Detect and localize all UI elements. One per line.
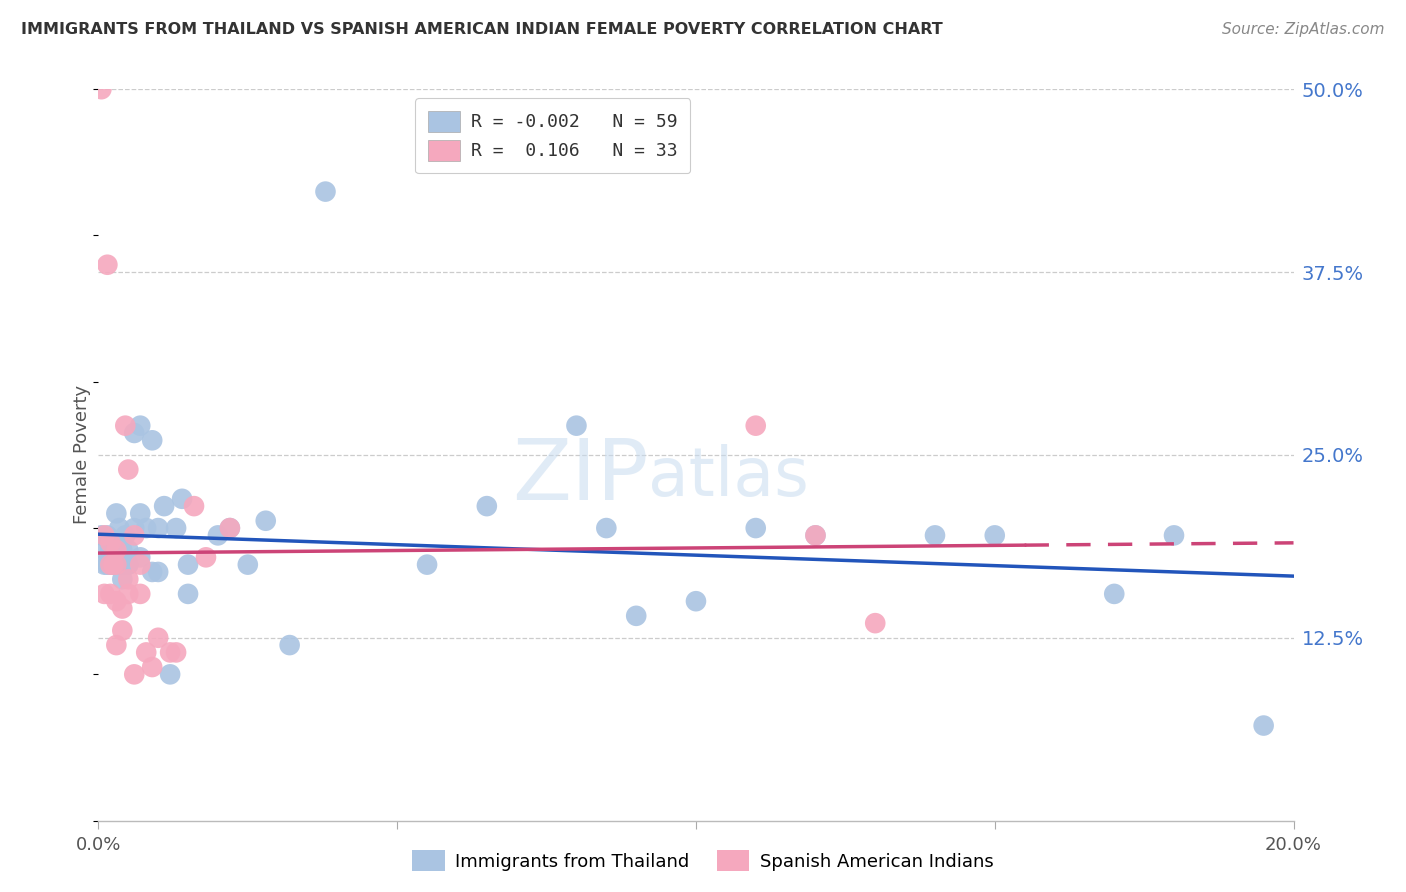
Point (141, 434, 163, 448)
Point (124, 667, 146, 681)
Point (96, 558, 118, 572)
Point (1253, 718, 1275, 732)
Point (108, 521, 131, 535)
Text: ZIP: ZIP (512, 435, 648, 518)
Point (148, 521, 170, 535)
Point (129, 558, 152, 572)
Point (105, 507, 128, 521)
Point (117, 587, 139, 601)
Point (165, 645, 187, 659)
Point (153, 499, 176, 513)
Point (745, 521, 768, 535)
Point (117, 572, 139, 586)
Point (117, 558, 139, 572)
Text: atlas: atlas (648, 444, 808, 510)
Point (135, 521, 157, 535)
Point (111, 543, 134, 558)
Point (129, 550, 152, 565)
Point (100, 558, 122, 572)
Point (105, 535, 128, 549)
Point (565, 418, 588, 433)
Point (100, 535, 122, 549)
Point (90, 528, 112, 542)
Point (595, 521, 617, 535)
Point (177, 558, 200, 572)
Point (159, 645, 181, 659)
Point (1104, 587, 1126, 601)
Point (100, 558, 122, 572)
Point (103, 558, 125, 572)
Point (114, 418, 136, 433)
Point (172, 491, 194, 506)
Y-axis label: Female Poverty: Female Poverty (73, 385, 91, 524)
Point (117, 462, 139, 476)
Point (207, 528, 229, 542)
Point (141, 565, 163, 579)
Point (159, 667, 181, 681)
Point (685, 594, 707, 608)
Point (124, 425, 146, 440)
Point (278, 638, 301, 652)
Point (804, 528, 827, 542)
Point (111, 558, 134, 572)
Point (124, 521, 146, 535)
Point (111, 572, 134, 586)
Point (416, 558, 439, 572)
Point (93, 543, 115, 558)
Point (141, 660, 163, 674)
Point (105, 558, 128, 572)
Point (129, 587, 152, 601)
Point (100, 543, 122, 558)
Text: Source: ZipAtlas.com: Source: ZipAtlas.com (1222, 22, 1385, 37)
Point (108, 558, 131, 572)
Point (103, 543, 125, 558)
Point (219, 521, 242, 535)
Point (105, 638, 128, 652)
Point (100, 543, 122, 558)
Point (103, 558, 125, 572)
Point (117, 543, 139, 558)
Point (745, 418, 768, 433)
Point (924, 528, 946, 542)
Point (236, 558, 259, 572)
Point (114, 528, 136, 542)
Point (111, 601, 134, 615)
Point (96, 258, 118, 272)
Point (100, 587, 122, 601)
Point (1163, 528, 1185, 542)
Point (135, 645, 157, 659)
Point (984, 528, 1007, 542)
Point (148, 631, 170, 645)
Point (177, 587, 200, 601)
Point (148, 565, 170, 579)
Point (111, 624, 134, 638)
Point (129, 507, 152, 521)
Point (93, 558, 115, 572)
Point (105, 558, 128, 572)
Point (865, 616, 887, 631)
Point (195, 550, 218, 565)
Point (315, 185, 337, 199)
Point (117, 558, 139, 572)
Point (475, 499, 498, 513)
Legend: R = -0.002   N = 59, R =  0.106   N = 33: R = -0.002 N = 59, R = 0.106 N = 33 (415, 98, 690, 173)
Text: IMMIGRANTS FROM THAILAND VS SPANISH AMERICAN INDIAN FEMALE POVERTY CORRELATION C: IMMIGRANTS FROM THAILAND VS SPANISH AMER… (21, 22, 943, 37)
Point (165, 521, 187, 535)
Point (105, 543, 128, 558)
Legend: Immigrants from Thailand, Spanish American Indians: Immigrants from Thailand, Spanish Americ… (405, 843, 1001, 879)
Point (626, 608, 648, 623)
Point (219, 521, 242, 535)
Point (96, 528, 118, 542)
Point (100, 535, 122, 549)
Point (129, 418, 152, 433)
Point (93, 587, 115, 601)
Point (93, 528, 115, 542)
Point (105, 543, 128, 558)
Point (254, 514, 277, 528)
Point (90, 82, 112, 96)
Point (183, 499, 205, 513)
Point (124, 528, 146, 542)
Point (105, 594, 128, 608)
Point (804, 528, 827, 542)
